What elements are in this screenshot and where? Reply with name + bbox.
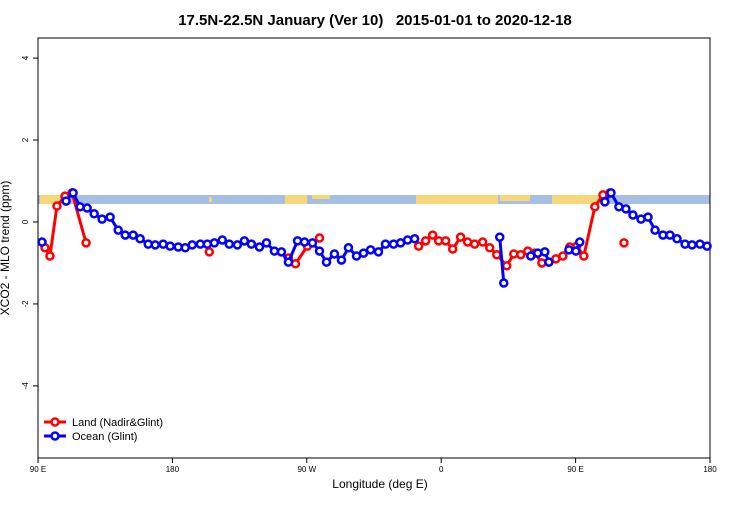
point — [499, 278, 509, 288]
point — [321, 257, 332, 267]
x-tick-label: 180 — [703, 465, 717, 474]
point — [82, 203, 92, 213]
point — [571, 246, 581, 256]
point — [455, 232, 466, 242]
point — [643, 212, 653, 222]
point — [314, 246, 325, 256]
x-tick-label: 90 E — [567, 465, 583, 474]
point — [373, 247, 384, 257]
point — [590, 202, 600, 212]
x-tick-label: 180 — [166, 465, 180, 474]
point — [621, 204, 631, 214]
point — [619, 238, 629, 248]
point — [105, 212, 115, 222]
point — [52, 201, 62, 211]
point — [544, 257, 554, 267]
point — [283, 257, 294, 267]
point — [276, 247, 287, 257]
point — [307, 238, 318, 248]
point — [329, 249, 340, 259]
point — [502, 261, 512, 271]
point — [336, 255, 347, 265]
point — [68, 188, 78, 198]
point — [120, 230, 130, 240]
point — [600, 197, 610, 207]
y-axis-label: XCO2 - MLO trend (ppm) — [0, 181, 12, 316]
point — [575, 237, 585, 247]
point — [687, 240, 697, 250]
point — [224, 239, 235, 249]
point — [469, 239, 480, 249]
y-tick-label: -2 — [21, 300, 30, 308]
point — [558, 251, 568, 261]
point — [672, 234, 682, 244]
point — [484, 243, 495, 253]
point — [150, 240, 160, 250]
point — [45, 251, 55, 261]
point — [204, 247, 215, 257]
point — [261, 238, 272, 248]
y-tick-label: 2 — [21, 137, 30, 142]
point — [37, 237, 47, 247]
point — [540, 247, 550, 257]
series-line — [64, 190, 708, 284]
point — [628, 210, 638, 220]
point — [413, 241, 424, 251]
point — [380, 239, 391, 249]
point — [606, 188, 616, 198]
point — [665, 230, 675, 240]
legend-marker — [50, 417, 60, 427]
x-tick-label: 0 — [439, 465, 444, 474]
point — [494, 232, 505, 242]
point — [128, 230, 138, 240]
point — [89, 209, 99, 219]
point — [217, 235, 228, 245]
point — [365, 245, 376, 255]
point — [239, 236, 250, 246]
point — [165, 241, 175, 251]
point — [299, 237, 310, 247]
point — [232, 240, 243, 250]
point — [61, 196, 71, 206]
point — [113, 225, 123, 235]
point — [254, 242, 265, 252]
point — [409, 234, 420, 244]
point — [135, 234, 145, 244]
point — [246, 239, 257, 249]
legend-marker — [50, 431, 60, 441]
point — [420, 236, 431, 246]
point — [209, 238, 220, 248]
point — [702, 241, 712, 251]
point — [477, 237, 488, 247]
point — [447, 244, 458, 254]
y-tick-label: -4 — [21, 382, 30, 390]
point — [187, 240, 198, 250]
point — [358, 248, 369, 258]
point — [579, 251, 589, 261]
x-axis-label: Longitude (deg E) — [332, 477, 427, 491]
chart-title: 17.5N-22.5N January (Ver 10) 2015-01-01 … — [178, 12, 572, 29]
point — [343, 243, 354, 253]
point — [492, 250, 502, 260]
point — [427, 230, 438, 240]
legend-label: Ocean (Glint) — [72, 431, 137, 443]
y-tick-label: 0 — [21, 219, 30, 224]
point — [516, 250, 526, 260]
point — [81, 238, 91, 248]
point — [440, 236, 451, 246]
legend-label: Land (Nadir&Glint) — [72, 417, 163, 429]
point — [650, 225, 660, 235]
land-mask-band — [38, 195, 710, 204]
point — [97, 214, 107, 224]
point — [314, 233, 325, 243]
x-tick-label: 90 E — [30, 465, 46, 474]
x-tick-label: 90 W — [297, 465, 316, 474]
y-tick-label: 4 — [21, 55, 30, 60]
